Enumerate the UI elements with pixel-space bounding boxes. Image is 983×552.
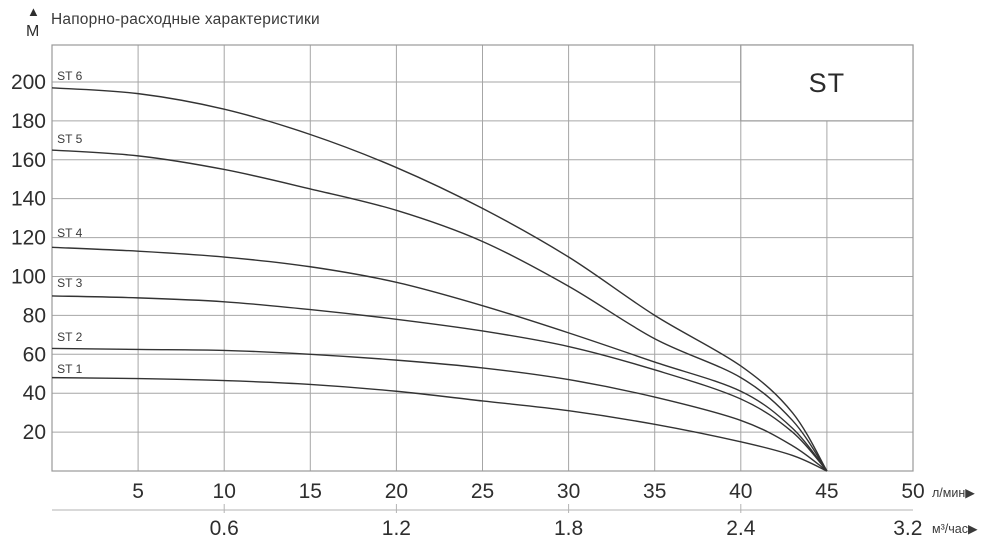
y-tick-label: 200 [11, 71, 46, 94]
curve-label-st-6: ST 6 [57, 69, 82, 83]
y-tick-label: 20 [23, 421, 46, 444]
curve-label-st-2: ST 2 [57, 330, 82, 344]
plot-border [51, 44, 914, 472]
x-tick-label: 45 [815, 480, 838, 503]
x-axis-unit-secondary: м³/час▶ [932, 522, 978, 536]
curve-st-1 [51, 376, 828, 472]
y-tick-label: 140 [11, 188, 46, 211]
x-tick-label: 20 [385, 480, 408, 503]
x-tick-label: 35 [643, 480, 666, 503]
x-axis-unit-primary: л/мин▶ [932, 486, 975, 500]
y-tick-label: 60 [23, 343, 46, 366]
curve-label-st-3: ST 3 [57, 276, 82, 290]
series-box-label: ST [809, 68, 846, 98]
x-tick-label: 50 [901, 480, 924, 503]
curve-st-3 [51, 295, 828, 472]
curve-label-st-4: ST 4 [57, 226, 82, 240]
y-tick-label: 160 [11, 149, 46, 172]
x-tick-label: 40 [729, 480, 752, 503]
series-box [740, 44, 914, 122]
curve-st-5 [51, 149, 828, 472]
y-tick-label: 100 [11, 265, 46, 288]
y-tick-label: 120 [11, 227, 46, 250]
curve-st-2 [51, 347, 828, 472]
x-tick-label-secondary: 2.4 [726, 517, 756, 540]
y-axis-unit-label: М [26, 23, 40, 40]
y-tick-label: 80 [23, 304, 46, 327]
x-tick-label-secondary-end: 3.2 [893, 517, 922, 540]
y-tick-label: 180 [11, 110, 46, 133]
curve-label-st-5: ST 5 [57, 132, 82, 146]
x-tick-label-secondary: 0.6 [210, 517, 239, 540]
x-tick-label: 30 [557, 480, 580, 503]
x-tick-label: 5 [132, 480, 144, 503]
y-axis-up-arrow-icon: ▲ [27, 4, 40, 19]
x-tick-label-secondary: 1.2 [382, 517, 411, 540]
chart-title: Напорно-расходные характеристики [51, 11, 320, 28]
y-tick-label: 40 [23, 382, 46, 405]
x-tick-label: 10 [213, 480, 236, 503]
curve-label-st-1: ST 1 [57, 362, 82, 376]
curve-st-6 [51, 87, 828, 472]
x-tick-label: 25 [471, 480, 494, 503]
x-tick-label: 15 [299, 480, 322, 503]
curve-st-4 [51, 246, 828, 472]
x-tick-label-secondary: 1.8 [554, 517, 583, 540]
